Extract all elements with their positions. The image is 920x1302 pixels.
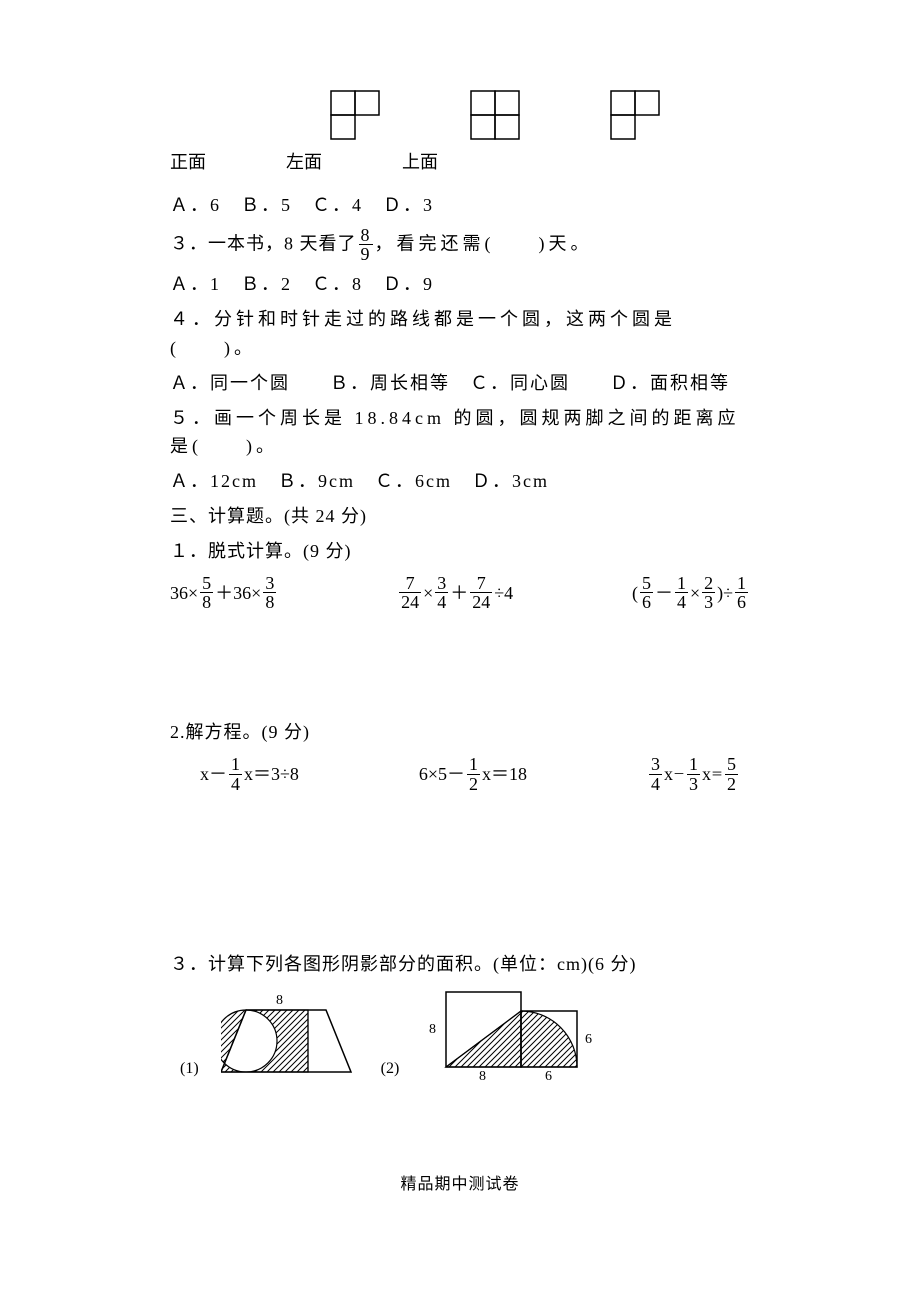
fig1-label: (1) (180, 1056, 199, 1082)
calc-expressions: 36× 58 ＋36× 38 724 × 34 ＋ 724 ÷4 ( 56 － … (170, 574, 750, 613)
eq-3: 34 x － 13 x ＝ 52 (647, 755, 740, 794)
q5-options: Ａ．12cm Ｂ．9cm Ｃ．6cm Ｄ．3cm (170, 467, 750, 496)
calc-expr-2: 724 × 34 ＋ 724 ÷4 (397, 574, 513, 613)
s3-sub2: 2.解方程。(9 分) (170, 718, 750, 747)
fig2-bottom-6: 6 (545, 1069, 552, 1082)
shaded-figures: (1) 8 (2) (180, 987, 750, 1082)
q4-text: ４．分针和时针走过的路线都是一个圆，这两个圆是( )。 (170, 305, 750, 363)
top-view-shape (610, 90, 660, 140)
fig2-right-6: 6 (585, 1032, 592, 1047)
fig2-left-8: 8 (429, 1022, 436, 1037)
top-label: 上面 (402, 148, 438, 177)
left-view-shape (470, 90, 520, 140)
left-label: 左面 (286, 148, 322, 177)
q4-options: Ａ．同一个圆 Ｂ．周长相等 Ｃ．同心圆 Ｄ．面积相等 (170, 369, 750, 398)
s3-sub1: １．脱式计算。(9 分) (170, 537, 750, 566)
q3-text: ３．一本书，8 天看了89，看完还需( )天。 (170, 226, 750, 265)
q3-options: Ａ．1 Ｂ．2 Ｃ．8 Ｄ．9 (170, 270, 750, 299)
calc-expr-1: 36× 58 ＋36× 38 (170, 574, 278, 613)
fig2-bottom-8: 8 (479, 1069, 486, 1082)
q3-prefix: ３．一本书，8 天看了 (170, 233, 357, 253)
figure-2: 8 8 6 6 (421, 987, 621, 1082)
q3-fraction: 89 (359, 226, 373, 265)
section-3-title: 三、计算题。(共 24 分) (170, 502, 750, 531)
fig1-top-8: 8 (276, 993, 283, 1008)
views-figures (330, 90, 750, 140)
s3-sub3: ３．计算下列各图形阴影部分的面积。(单位：cm)(6 分) (170, 950, 750, 979)
q3-suffix: ，看完还需( )天。 (375, 233, 593, 253)
eq-1: x－ 14 x＝3÷8 (200, 755, 299, 794)
calc-expr-3: ( 56 － 14 × 23 ) ÷ 16 (632, 574, 750, 613)
eq-2: 6×5－ 12 x＝18 (419, 755, 527, 794)
front-label: 正面 (170, 148, 206, 177)
front-view-shape (330, 90, 380, 140)
footer-text: 精品期中测试卷 (170, 1172, 750, 1198)
fig2-label: (2) (381, 1056, 400, 1082)
q5-text: ５．画一个周长是 18.84cm 的圆，圆规两脚之间的距离应是( )。 (170, 404, 750, 462)
view-labels: 正面 左面 上面 (170, 148, 750, 177)
q2-options: Ａ．6 Ｂ．5 Ｃ．4 Ｄ．3 (170, 191, 750, 220)
equation-row: x－ 14 x＝3÷8 6×5－ 12 x＝18 34 x － 13 x ＝ 5… (200, 755, 740, 794)
figure-1: 8 (221, 992, 361, 1082)
